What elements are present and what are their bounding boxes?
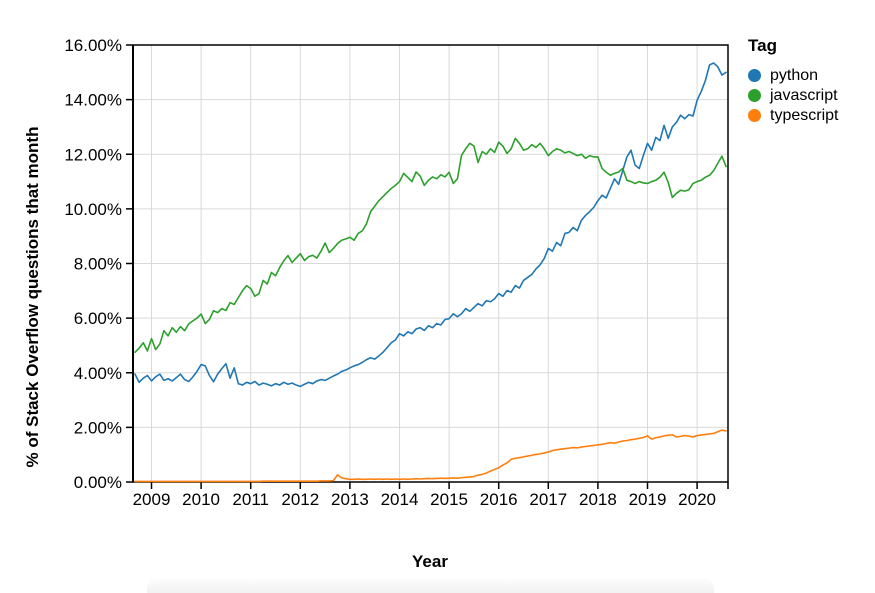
series-line-javascript <box>134 137 727 354</box>
x-axis-tick-label: 2019 <box>629 490 667 509</box>
x-axis-tick-label: 2018 <box>579 490 617 509</box>
legend-label: typescript <box>770 107 839 124</box>
javascript-series-dot-icon <box>748 89 761 102</box>
x-axis-tick-label: 2015 <box>430 490 468 509</box>
y-axis-tick-label: 12.00% <box>64 145 122 164</box>
y-axis-tick-label: 8.00% <box>74 255 122 274</box>
legend: Tag python javascript typescript <box>748 36 838 127</box>
x-axis-title: Year <box>412 552 448 571</box>
y-axis-tick-label: 6.00% <box>74 309 122 328</box>
x-axis-tick-label: 2011 <box>232 490 269 509</box>
series-line-python <box>134 62 727 388</box>
legend-item-javascript[interactable]: javascript <box>748 87 838 104</box>
y-axis-tick-label: 0.00% <box>74 473 122 492</box>
y-axis-tick-label: 14.00% <box>64 91 122 110</box>
x-axis-tick-label: 2020 <box>678 490 716 509</box>
legend-label: python <box>770 67 819 84</box>
x-axis-tick-label: 2017 <box>529 490 567 509</box>
x-axis-tick-label: 2014 <box>381 490 419 509</box>
legend-label: javascript <box>770 87 838 104</box>
x-axis-tick-label: 2012 <box>281 490 319 509</box>
series-line-typescript <box>134 429 727 483</box>
y-axis-title: % of Stack Overflow questions that month <box>23 126 42 468</box>
x-axis-tick-label: 2016 <box>480 490 518 509</box>
python-series-dot-icon <box>748 69 761 82</box>
bottom-scroll-bar[interactable] <box>147 578 714 593</box>
x-axis-tick-label: 2013 <box>331 490 369 509</box>
typescript-series-dot-icon <box>748 109 761 122</box>
y-axis-tick-label: 10.00% <box>64 200 122 219</box>
y-axis-tick-label: 16.00% <box>64 36 122 55</box>
y-axis-tick-label: 4.00% <box>74 364 122 383</box>
legend-item-typescript[interactable]: typescript <box>748 107 838 124</box>
x-axis-tick-label: 2010 <box>182 490 220 509</box>
y-axis-tick-label: 2.00% <box>74 418 122 437</box>
x-axis-tick-label: 2009 <box>133 490 171 509</box>
legend-item-python[interactable]: python <box>748 67 838 84</box>
legend-title: Tag <box>748 36 777 55</box>
